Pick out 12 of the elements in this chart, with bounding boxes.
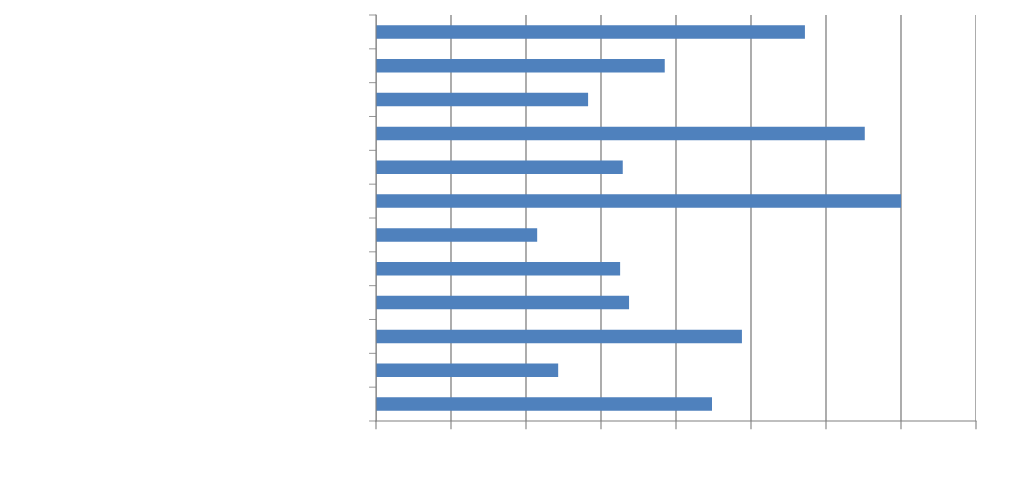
bar [376, 160, 623, 175]
bar [376, 363, 559, 378]
bar [376, 295, 630, 310]
bar [376, 397, 712, 411]
bar [376, 126, 865, 141]
bar [376, 261, 621, 276]
bar [376, 25, 805, 39]
bar [376, 329, 742, 344]
bar [376, 92, 589, 107]
bar [376, 228, 538, 242]
bar [376, 194, 901, 208]
bar [376, 58, 665, 73]
